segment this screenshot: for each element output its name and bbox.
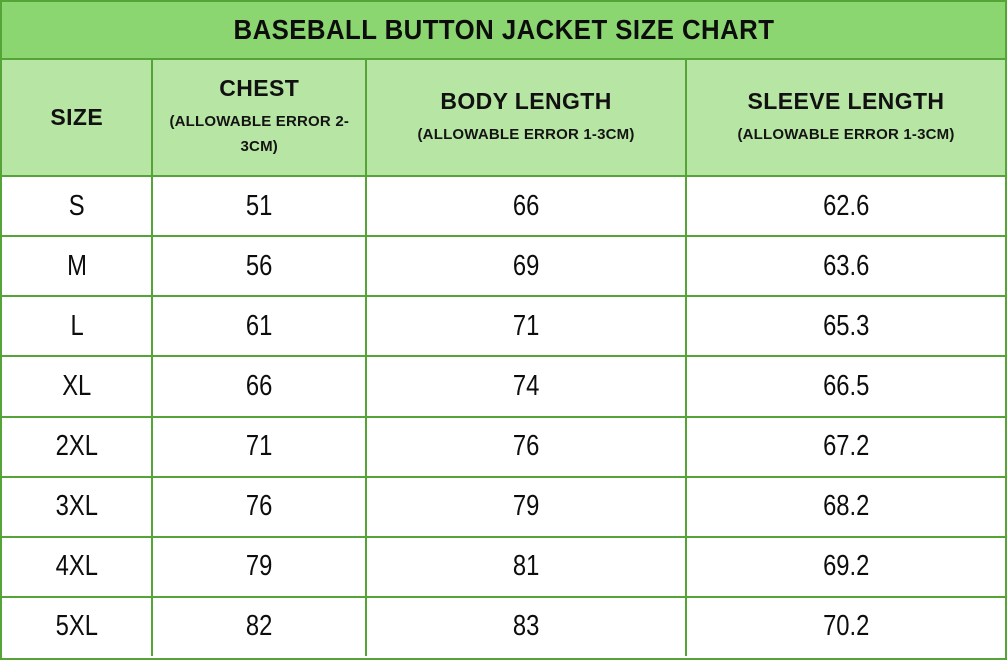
column-header-chest: CHEST (ALLOWABLE ERROR 2-3CM): [151, 60, 368, 177]
body-length-cell: 74: [365, 355, 688, 418]
body-length-value: 79: [512, 490, 540, 523]
sleeve-length-cell: 68.2: [685, 475, 1005, 538]
chart-title-banner: BASEBALL BUTTON JACKET SIZE CHART: [2, 2, 1005, 60]
size-table: SIZE CHEST (ALLOWABLE ERROR 2-3CM) BODY …: [2, 60, 1005, 656]
chest-cell: 71: [151, 415, 368, 478]
size-cell: S: [2, 174, 154, 238]
sleeve-length-value: 70.2: [822, 610, 870, 643]
body-length-cell: 69: [365, 235, 688, 298]
sleeve-length-value: 69.2: [822, 550, 870, 583]
sleeve-length-cell: 67.2: [685, 415, 1005, 478]
chest-cell: 82: [151, 595, 368, 656]
chest-value: 79: [246, 550, 273, 583]
table-row-4xl: 4XL 79 81 69.2: [2, 535, 1005, 598]
sleeve-length-value: 65.3: [822, 309, 870, 342]
body-length-value: 83: [512, 610, 540, 643]
column-label: SLEEVE LENGTH: [747, 87, 945, 114]
table-row-m: M 56 69 63.6: [2, 235, 1005, 298]
table-row-xl: XL 66 74 66.5: [2, 355, 1005, 418]
table-header-row: SIZE CHEST (ALLOWABLE ERROR 2-3CM) BODY …: [2, 60, 1005, 177]
table-row-3xl: 3XL 76 79 68.2: [2, 475, 1005, 538]
column-label: BODY LENGTH: [440, 87, 612, 114]
chest-cell: 79: [151, 535, 368, 598]
sleeve-length-value: 62.6: [822, 189, 870, 222]
body-length-value: 69: [512, 249, 540, 282]
chest-cell: 56: [151, 235, 368, 298]
column-header-size: SIZE: [2, 60, 154, 177]
body-length-value: 76: [512, 430, 540, 463]
body-length-value: 81: [512, 550, 540, 583]
column-header-sleeve-length: SLEEVE LENGTH (ALLOWABLE ERROR 1-3CM): [685, 60, 1005, 177]
body-length-cell: 83: [365, 595, 688, 656]
column-note: (ALLOWABLE ERROR 2-3CM): [169, 113, 350, 155]
body-length-value: 71: [512, 309, 540, 342]
size-value: S: [68, 189, 85, 222]
chest-cell: 61: [151, 295, 368, 358]
column-label: SIZE: [50, 104, 104, 130]
size-value: M: [66, 249, 87, 282]
sleeve-length-cell: 65.3: [685, 295, 1005, 358]
chest-cell: 66: [151, 355, 368, 418]
chest-value: 51: [246, 189, 273, 222]
sleeve-length-cell: 66.5: [685, 355, 1005, 418]
sleeve-length-cell: 63.6: [685, 235, 1005, 298]
size-value: 3XL: [55, 490, 98, 523]
sleeve-length-value: 68.2: [822, 490, 870, 523]
body-length-value: 74: [512, 369, 540, 402]
sleeve-length-value: 63.6: [822, 249, 870, 282]
chest-cell: 76: [151, 475, 368, 538]
size-cell: 5XL: [2, 595, 154, 656]
body-length-cell: 66: [365, 174, 688, 238]
size-value: 4XL: [55, 550, 98, 583]
size-cell: 2XL: [2, 415, 154, 478]
body-length-cell: 71: [365, 295, 688, 358]
size-cell: 3XL: [2, 475, 154, 538]
body-length-cell: 76: [365, 415, 688, 478]
body-length-value: 66: [512, 189, 540, 222]
column-note: (ALLOWABLE ERROR 1-3CM): [737, 125, 955, 143]
column-note: (ALLOWABLE ERROR 1-3CM): [417, 125, 635, 143]
size-value: XL: [62, 369, 92, 402]
size-cell: 4XL: [2, 535, 154, 598]
size-value: L: [70, 309, 84, 342]
chest-cell: 51: [151, 174, 368, 238]
body-length-cell: 81: [365, 535, 688, 598]
column-label: CHEST: [219, 75, 300, 102]
chest-value: 66: [246, 369, 273, 402]
table-row-5xl: 5XL 82 83 70.2: [2, 595, 1005, 656]
size-cell: L: [2, 295, 154, 358]
table-row-l: L 61 71 65.3: [2, 295, 1005, 358]
chest-value: 82: [246, 610, 273, 643]
chest-value: 61: [246, 309, 273, 342]
sleeve-length-value: 67.2: [822, 430, 870, 463]
sleeve-length-value: 66.5: [822, 369, 870, 402]
chest-value: 76: [246, 490, 273, 523]
column-header-body-length: BODY LENGTH (ALLOWABLE ERROR 1-3CM): [365, 60, 688, 177]
sleeve-length-cell: 69.2: [685, 535, 1005, 598]
size-value: 2XL: [55, 430, 98, 463]
table-row-2xl: 2XL 71 76 67.2: [2, 415, 1005, 478]
page-title: BASEBALL BUTTON JACKET SIZE CHART: [233, 14, 774, 45]
chest-value: 56: [246, 249, 273, 282]
table-row-s: S 51 66 62.6: [2, 174, 1005, 238]
size-cell: XL: [2, 355, 154, 418]
sleeve-length-cell: 62.6: [685, 174, 1005, 238]
size-cell: M: [2, 235, 154, 298]
sleeve-length-cell: 70.2: [685, 595, 1005, 656]
body-length-cell: 79: [365, 475, 688, 538]
chest-value: 71: [246, 430, 273, 463]
size-value: 5XL: [55, 610, 98, 643]
